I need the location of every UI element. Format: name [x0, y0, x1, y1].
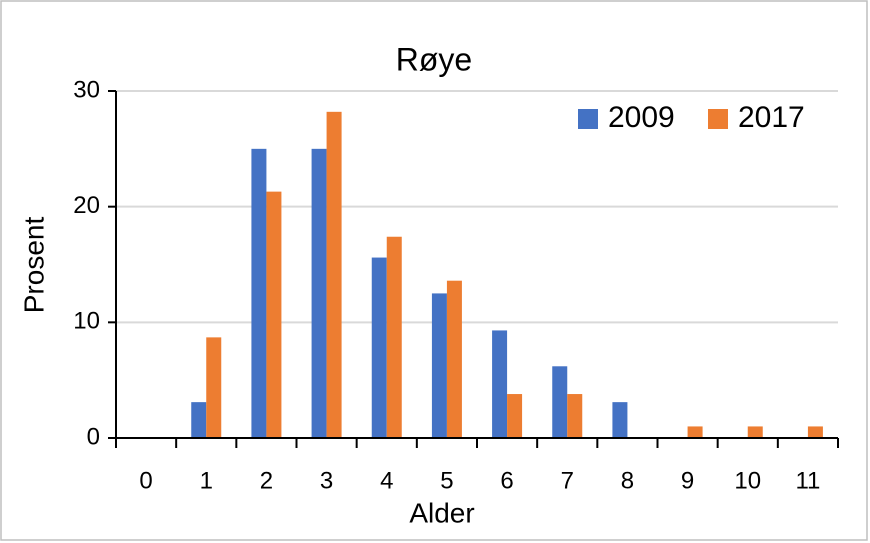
bar	[552, 366, 568, 438]
x-tick-label: 5	[440, 467, 453, 494]
y-tick-label: 20	[73, 192, 100, 219]
bar	[206, 337, 222, 438]
bar	[311, 148, 327, 439]
y-tick-label: 0	[87, 423, 100, 450]
bar	[386, 236, 402, 438]
x-tick-label: 0	[139, 467, 152, 494]
bar	[747, 426, 763, 438]
bar	[371, 257, 387, 438]
x-tick-label: 3	[320, 467, 333, 494]
x-axis-label: Alder	[409, 497, 474, 528]
chart-title: Røye	[396, 41, 472, 77]
legend-swatch	[708, 109, 728, 129]
bar	[326, 111, 342, 438]
x-tick-label: 2	[260, 467, 273, 494]
x-tick-label: 1	[200, 467, 213, 494]
x-tick-label: 11	[795, 467, 820, 494]
bar	[507, 394, 523, 438]
x-tick-label: 8	[621, 467, 634, 494]
x-tick-label: 6	[500, 467, 513, 494]
bar	[431, 293, 447, 438]
bar	[567, 394, 583, 438]
x-tick-label: 9	[681, 467, 694, 494]
bar	[251, 148, 267, 439]
legend-label: 2017	[738, 101, 805, 134]
bar	[807, 426, 823, 438]
x-tick-label: 4	[380, 467, 393, 494]
bar	[266, 191, 282, 438]
x-tick-label: 10	[734, 467, 761, 494]
y-tick-label: 10	[73, 308, 100, 335]
x-tick-label: 7	[561, 467, 574, 494]
bar	[492, 330, 508, 438]
y-axis-label: Prosent	[18, 217, 49, 314]
bar	[612, 402, 628, 438]
legend-swatch	[578, 109, 598, 129]
y-tick-label: 30	[73, 76, 100, 103]
bar	[191, 402, 207, 438]
bar	[446, 280, 462, 438]
legend-label: 2009	[608, 101, 675, 134]
bar	[687, 426, 703, 438]
